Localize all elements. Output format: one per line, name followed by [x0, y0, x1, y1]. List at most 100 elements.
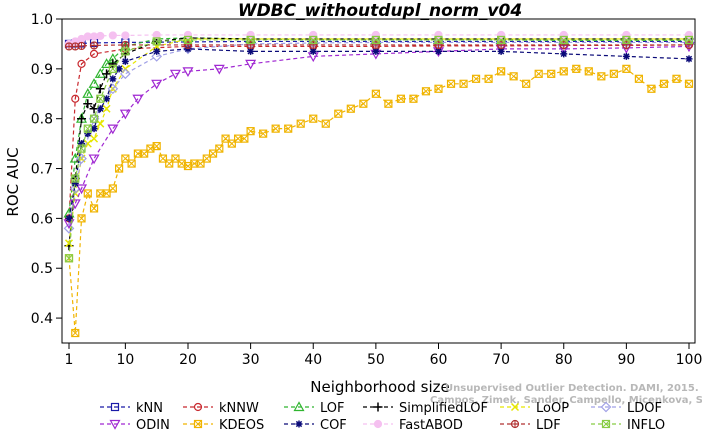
data-point: [359, 99, 368, 108]
legend-item-odin: ODIN: [100, 418, 170, 433]
data-point: [247, 47, 255, 55]
watermark-line-2: Campos, Zimek, Sander, Campello, Micenko…: [430, 395, 702, 406]
data-point: [522, 79, 531, 88]
data-point: [246, 35, 255, 45]
y-tick-label: 0.4: [31, 311, 53, 327]
legend-marker: [109, 419, 121, 430]
series-simplifiedlof: [64, 33, 694, 251]
data-point: [75, 184, 88, 195]
data-point: [151, 79, 163, 90]
data-point: [434, 47, 442, 55]
data-point: [65, 214, 73, 222]
data-point: [246, 127, 255, 136]
data-point: [151, 51, 163, 62]
data-point: [346, 104, 355, 113]
legend: kNN kNNW LOF SimplifiedLOF LoOP LDOF ODIN KDEOS…: [100, 401, 665, 433]
legend-label: INFLO: [627, 418, 665, 433]
series-odin: [63, 42, 695, 230]
data-point: [83, 124, 92, 133]
legend-item-lof: LOF: [284, 401, 345, 416]
data-point: [76, 153, 87, 164]
data-point: [434, 40, 443, 50]
data-point: [547, 69, 556, 78]
series-inflo: [64, 35, 694, 263]
series-loop: [64, 34, 694, 248]
data-point: [108, 184, 117, 193]
legend-label: LOF: [320, 401, 345, 416]
y-axis: 0.4 0.5 0.6 0.7 0.8 0.9 1.0: [31, 12, 62, 327]
data-point: [215, 144, 224, 153]
data-point: [89, 41, 99, 50]
data-point: [119, 109, 131, 120]
data-point: [108, 31, 117, 40]
legend-label: kNN: [136, 401, 163, 416]
data-point: [169, 69, 181, 80]
data-point: [559, 67, 568, 76]
x-tick-label: 90: [617, 352, 635, 368]
data-point: [89, 49, 99, 58]
data-point: [96, 105, 104, 113]
data-point: [459, 79, 468, 88]
series-lof: [63, 32, 695, 218]
data-point: [334, 109, 343, 118]
data-point: [371, 40, 380, 50]
x-tick-label: 10: [116, 352, 134, 368]
legend-label: ODIN: [136, 418, 170, 433]
x-tick-label: 70: [492, 352, 510, 368]
data-point: [622, 35, 631, 45]
series-line-lof: [68, 37, 689, 214]
legend-label: KDEOS: [219, 418, 264, 433]
series-line-knnw: [68, 44, 690, 219]
legend-label: SimplifiedLOF: [399, 401, 488, 416]
data-point: [647, 84, 656, 93]
data-point: [77, 214, 86, 223]
data-point: [659, 79, 669, 88]
legend-item-ldf: LDF: [500, 418, 561, 433]
data-point: [227, 139, 236, 148]
data-point: [421, 87, 431, 96]
data-point: [560, 50, 568, 58]
x-tick-label: 80: [555, 352, 573, 368]
data-point: [384, 99, 393, 108]
data-point: [309, 35, 318, 45]
x-tick-label: 50: [367, 352, 385, 368]
data-point: [584, 67, 593, 76]
data-point: [471, 74, 481, 83]
data-point: [497, 35, 506, 45]
data-point: [89, 114, 99, 123]
data-point: [77, 114, 87, 124]
series-line-kdeos: [68, 68, 690, 334]
data-point: [182, 67, 194, 78]
data-point: [434, 35, 443, 45]
data-point: [96, 94, 105, 103]
data-point: [121, 31, 130, 40]
data-point: [684, 40, 694, 50]
data-point: [597, 72, 606, 81]
data-point: [309, 47, 317, 55]
data-point: [622, 40, 631, 50]
data-point: [271, 124, 280, 133]
y-tick-label: 0.7: [31, 162, 53, 178]
data-point: [115, 164, 124, 173]
data-point: [152, 142, 161, 151]
data-point: [559, 40, 568, 50]
series-cof: [65, 45, 693, 222]
data-point: [684, 35, 694, 45]
data-point: [107, 124, 119, 135]
legend-marker: [193, 402, 203, 412]
data-point: [96, 31, 105, 41]
series-kdeos: [64, 64, 694, 338]
data-point: [64, 239, 74, 248]
data-point: [259, 129, 268, 138]
data-point: [103, 95, 111, 103]
data-point: [77, 41, 86, 51]
data-point: [102, 69, 112, 79]
series-line-ldof: [68, 41, 689, 229]
series-ldf: [64, 40, 694, 51]
data-point: [497, 67, 506, 76]
data-point: [108, 64, 117, 73]
data-point: [309, 114, 318, 123]
data-point: [82, 88, 94, 98]
data-point: [446, 79, 456, 88]
